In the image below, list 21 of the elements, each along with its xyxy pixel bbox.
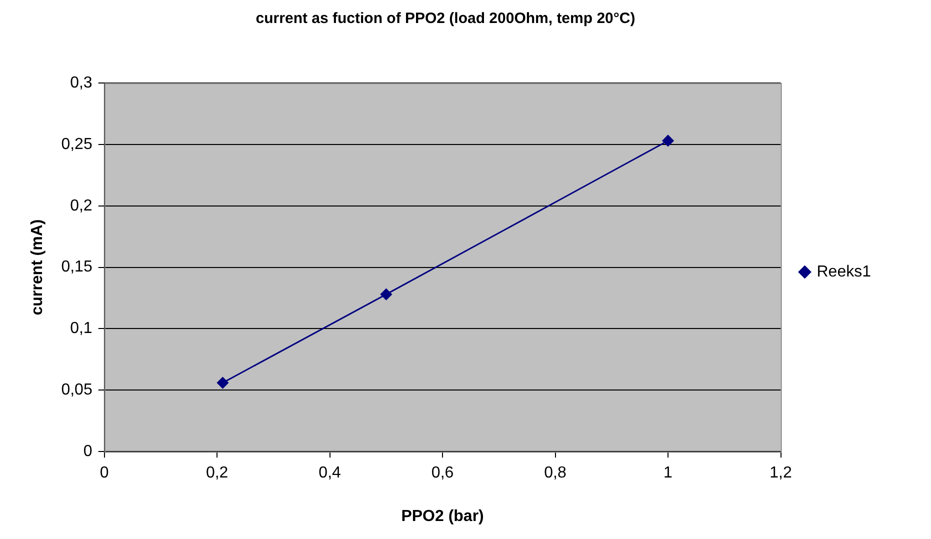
- chart-title: current as fuction of PPO2 (load 200Ohm, temp 20°C): [256, 10, 636, 28]
- y-tick-label: 0,2: [70, 197, 92, 214]
- x-tick-label: 1,2: [770, 464, 792, 482]
- x-tick-label: 1: [664, 464, 673, 482]
- point: [662, 135, 674, 146]
- y-tick-label: 0,1: [70, 320, 92, 338]
- y-tick-label: 0,3: [70, 74, 92, 92]
- point: [380, 288, 392, 300]
- x-tick-label: 0,6: [431, 464, 454, 482]
- y-tick-label: 0,25: [61, 136, 92, 153]
- x-tick-label: 0: [100, 464, 109, 482]
- y-tick-label: 0,05: [61, 382, 92, 399]
- y-axis-title: current (mA): [29, 219, 46, 316]
- x-tick-label: 0,8: [544, 464, 566, 482]
- point: [216, 377, 228, 389]
- y-tick-label: 0: [83, 443, 92, 460]
- x-tick-label: 0,4: [318, 464, 342, 482]
- legend-label: Reeks1: [816, 263, 872, 280]
- x-tick-label: 0,2: [206, 464, 228, 482]
- y-tick-label: 0,15: [61, 258, 92, 276]
- x-axis-title: PPO2 (bar): [401, 508, 484, 525]
